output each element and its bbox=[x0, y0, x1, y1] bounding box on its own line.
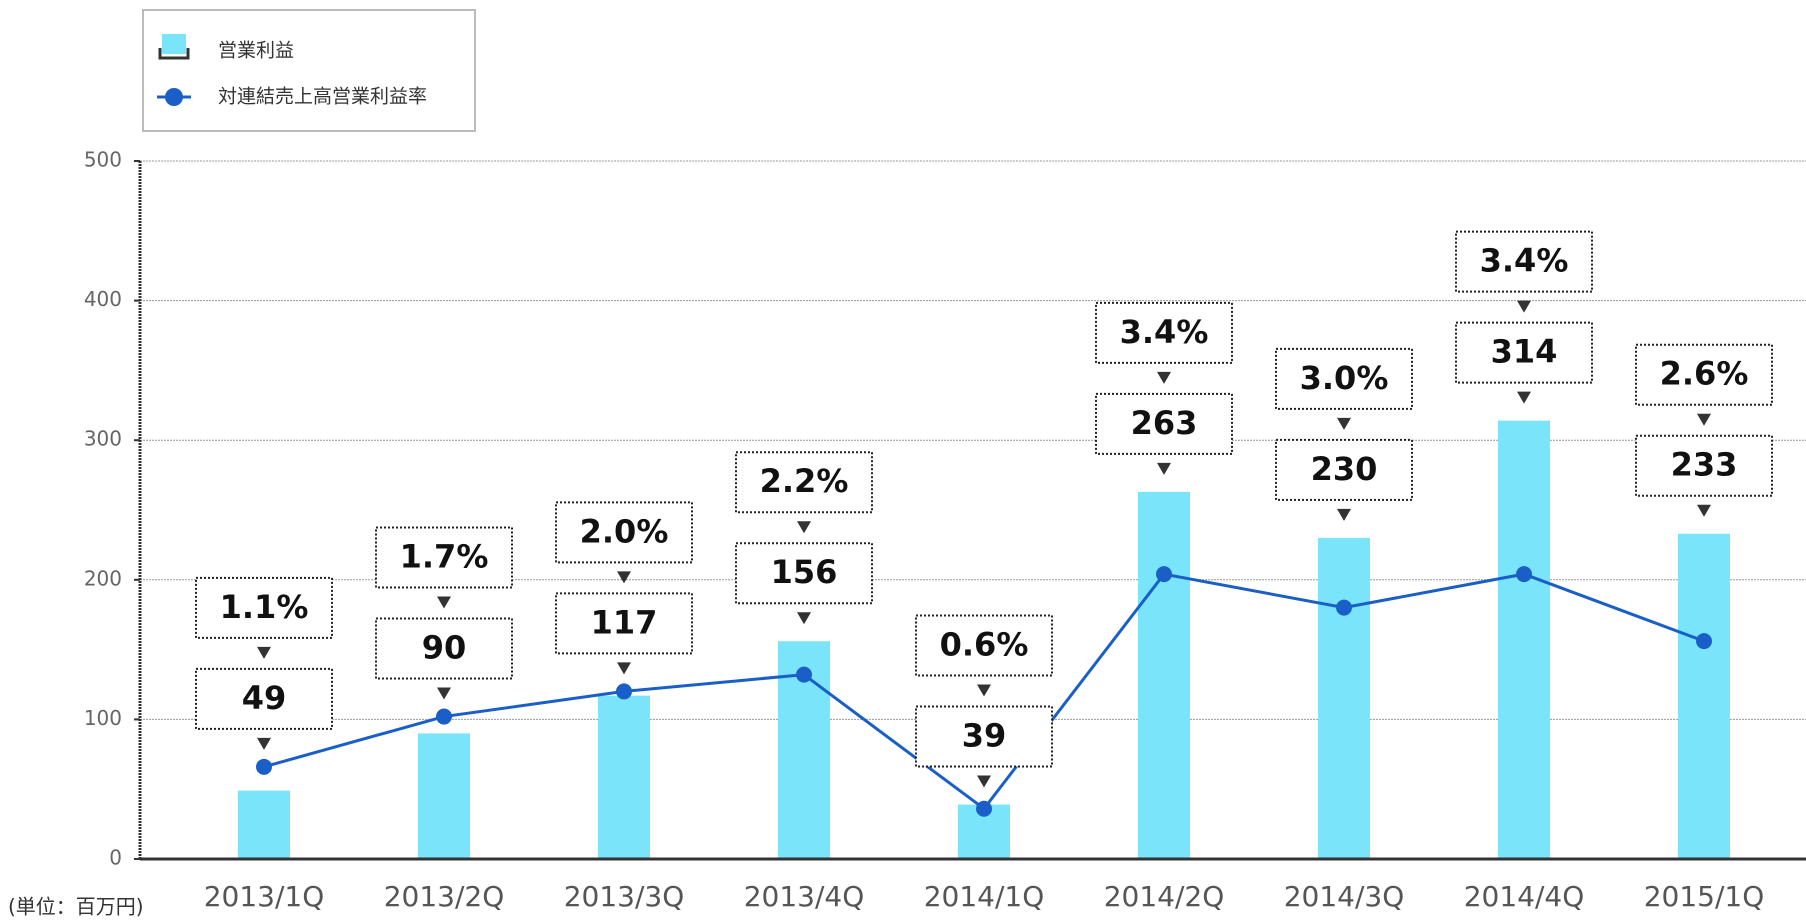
bar-value-label-arrow bbox=[1337, 508, 1351, 521]
line-value-label-arrow bbox=[617, 571, 631, 584]
line-value-label: 1.1% bbox=[220, 588, 309, 626]
y-tick-label: 300 bbox=[84, 427, 122, 451]
line-value-label: 0.6% bbox=[940, 626, 1029, 664]
line-marker bbox=[436, 708, 452, 725]
line-marker bbox=[1336, 599, 1352, 616]
bar-value-label-arrow bbox=[1517, 391, 1531, 404]
line-value-label: 3.4% bbox=[1480, 242, 1569, 280]
bar-value-label-box bbox=[735, 542, 873, 605]
x-tick-label: 2013/3Q bbox=[564, 880, 685, 913]
line-value-label-arrow bbox=[1517, 300, 1531, 313]
line-marker bbox=[976, 800, 992, 817]
legend-swatch bbox=[162, 34, 186, 54]
y-tick-label: 0 bbox=[109, 846, 122, 870]
x-tick-label: 2013/1Q bbox=[204, 880, 325, 913]
bar-value-label: 39 bbox=[962, 717, 1007, 755]
line-value-label: 3.0% bbox=[1300, 359, 1389, 397]
legend-label: 対連結売上高営業利益率 bbox=[218, 86, 427, 108]
line-value-label: 1.7% bbox=[400, 538, 489, 576]
bar-value-label-arrow bbox=[797, 612, 811, 625]
bar-value-label-box bbox=[1095, 392, 1233, 455]
x-tick-label: 2013/2Q bbox=[384, 880, 505, 913]
x-tick-label: 2014/4Q bbox=[1464, 880, 1585, 913]
line-marker bbox=[796, 666, 812, 683]
bar bbox=[238, 790, 290, 859]
bar-value-label: 90 bbox=[422, 629, 467, 667]
bar bbox=[418, 733, 470, 859]
bar-value-label: 230 bbox=[1311, 450, 1378, 488]
bar bbox=[598, 695, 650, 859]
bar-value-label-box bbox=[1635, 434, 1773, 497]
line-value-label-arrow bbox=[1157, 371, 1171, 384]
bar-value-label-arrow bbox=[257, 737, 271, 750]
y-tick-label: 400 bbox=[84, 287, 122, 311]
bar bbox=[1678, 533, 1730, 859]
line-value-label-box bbox=[1635, 343, 1773, 406]
line-value-label-box bbox=[555, 501, 693, 564]
bar-value-label: 156 bbox=[771, 553, 838, 591]
line-value-label-arrow bbox=[797, 521, 811, 534]
x-tick-label: 2014/1Q bbox=[924, 880, 1045, 913]
x-tick-label: 2014/3Q bbox=[1284, 880, 1405, 913]
line-value-label-box bbox=[915, 614, 1053, 677]
bar bbox=[1138, 491, 1190, 859]
line-value-label-box bbox=[195, 576, 333, 639]
line-value-label-arrow bbox=[257, 646, 271, 659]
bar-value-label-box bbox=[555, 592, 693, 655]
bar-value-label: 49 bbox=[242, 679, 287, 717]
bar-value-label-box bbox=[375, 617, 513, 680]
legend-label: 営業利益 bbox=[218, 40, 294, 62]
line-marker bbox=[1156, 566, 1172, 583]
bar-value-label-box bbox=[195, 667, 333, 730]
line-value-label-box bbox=[375, 526, 513, 589]
line-value-label-arrow bbox=[1337, 417, 1351, 430]
bar-value-label-box bbox=[1275, 438, 1413, 501]
line-value-label: 2.6% bbox=[1660, 355, 1749, 393]
y-tick-label: 500 bbox=[84, 148, 122, 172]
bar-value-label-arrow bbox=[437, 687, 451, 700]
line-marker bbox=[256, 758, 272, 775]
line-value-label: 2.0% bbox=[580, 512, 669, 550]
bar bbox=[1498, 420, 1550, 859]
bar-value-label-arrow bbox=[617, 662, 631, 675]
line-value-label-box bbox=[1455, 230, 1593, 293]
bar bbox=[1318, 537, 1370, 859]
bar-value-label-arrow bbox=[1697, 504, 1711, 517]
line-value-label-box bbox=[735, 451, 873, 514]
legend-swatch-base bbox=[158, 48, 190, 60]
line-value-label-arrow bbox=[1697, 413, 1711, 426]
line-value-label-arrow bbox=[977, 684, 991, 697]
line-marker bbox=[616, 683, 632, 700]
line-marker bbox=[1696, 633, 1712, 650]
bar-value-label-box bbox=[1455, 321, 1593, 384]
bar-value-label: 233 bbox=[1671, 446, 1738, 484]
bar-value-label: 314 bbox=[1491, 333, 1558, 371]
legend-box bbox=[142, 9, 476, 132]
x-tick-label: 2015/1Q bbox=[1644, 880, 1765, 913]
legend-marker bbox=[165, 88, 183, 106]
line-value-label-box bbox=[1095, 301, 1233, 364]
bar-value-label: 117 bbox=[591, 603, 658, 641]
line-value-label-box bbox=[1275, 347, 1413, 410]
y-tick-label: 200 bbox=[84, 566, 122, 590]
y-tick-label: 100 bbox=[84, 706, 122, 730]
line-marker bbox=[1516, 566, 1532, 583]
line-value-label: 2.2% bbox=[760, 462, 849, 500]
unit-note: (単位：百万円) bbox=[8, 895, 144, 919]
bar-value-label-box bbox=[915, 705, 1053, 768]
bar-value-label: 263 bbox=[1131, 404, 1198, 442]
bar-value-label-arrow bbox=[1157, 462, 1171, 475]
x-tick-label: 2013/4Q bbox=[744, 880, 865, 913]
line-value-label-arrow bbox=[437, 596, 451, 609]
bar-value-label-arrow bbox=[977, 775, 991, 788]
line-value-label: 3.4% bbox=[1120, 313, 1209, 351]
x-tick-label: 2014/2Q bbox=[1104, 880, 1225, 913]
